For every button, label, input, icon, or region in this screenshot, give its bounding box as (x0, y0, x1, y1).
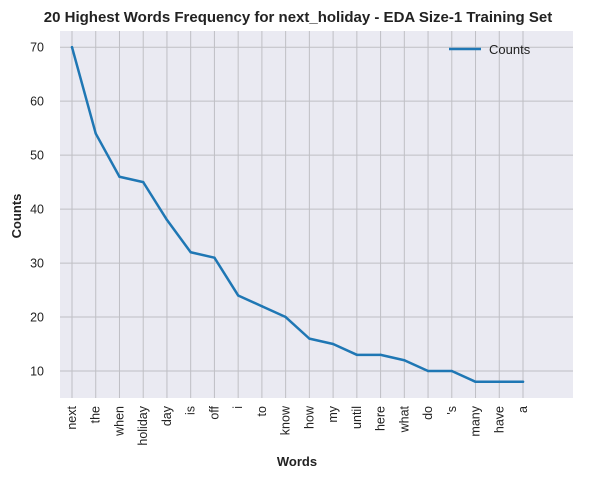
data-point (331, 342, 335, 346)
data-point (450, 369, 453, 373)
y-axis-label: Counts (9, 194, 24, 239)
data-point (213, 256, 216, 259)
chart-title: 20 Highest Words Frequency for next_holi… (44, 9, 552, 26)
plot-area (60, 31, 573, 398)
y-tick-label: 70 (30, 41, 44, 55)
x-tick-label: next (65, 405, 79, 429)
data-point (94, 132, 97, 135)
data-point (142, 180, 145, 184)
data-point (379, 353, 382, 357)
data-point (474, 380, 477, 384)
x-tick-label: how (302, 405, 316, 429)
data-point (426, 369, 430, 373)
data-point (403, 359, 406, 362)
data-point (70, 45, 74, 49)
x-tick-label: here (374, 406, 388, 431)
x-tick-label: until (350, 406, 364, 429)
x-tick-label: holiday (136, 405, 150, 445)
legend-label-counts: Counts (489, 42, 531, 57)
x-tick-label: what (397, 405, 411, 433)
x-tick-label: day (160, 405, 174, 426)
y-tick-label: 40 (30, 203, 44, 217)
x-tick-label: 's (445, 406, 459, 415)
x-axis-label: Words (277, 454, 317, 469)
x-tick-label: a (516, 406, 530, 413)
y-tick-label: 10 (30, 365, 44, 379)
data-point (189, 251, 192, 254)
series-layer (70, 45, 525, 384)
data-point (236, 294, 240, 297)
data-point (308, 337, 311, 340)
x-tick-label: know (279, 405, 293, 435)
x-tick-label: my (326, 405, 340, 422)
x-tick-label: do (421, 406, 435, 420)
data-point (284, 315, 287, 319)
y-tick-label: 50 (30, 149, 44, 163)
x-tick-label: off (207, 405, 221, 419)
data-point (355, 353, 359, 357)
series-line-counts (70, 45, 525, 384)
x-tick-label: i (231, 406, 245, 409)
y-axis-ticks: 10 20 30 40 50 60 70 (30, 41, 44, 379)
x-tick-label: many (469, 405, 483, 436)
x-tick-label: have (492, 406, 506, 433)
x-tick-label: the (89, 406, 103, 423)
data-point (118, 175, 121, 178)
y-tick-label: 30 (30, 257, 44, 271)
data-point (260, 305, 264, 308)
legend: Counts (449, 42, 531, 57)
data-point (521, 380, 525, 384)
x-tick-label: when (112, 406, 126, 437)
data-point (498, 380, 501, 384)
x-axis-ticks: next the when holiday day is off i to know how my un… (65, 405, 530, 446)
x-tick-label: to (255, 406, 269, 416)
x-tick-label: is (184, 406, 198, 415)
y-tick-label: 20 (30, 311, 44, 325)
data-point (165, 218, 169, 222)
grid-lines (60, 31, 573, 398)
y-tick-label: 60 (30, 95, 44, 109)
